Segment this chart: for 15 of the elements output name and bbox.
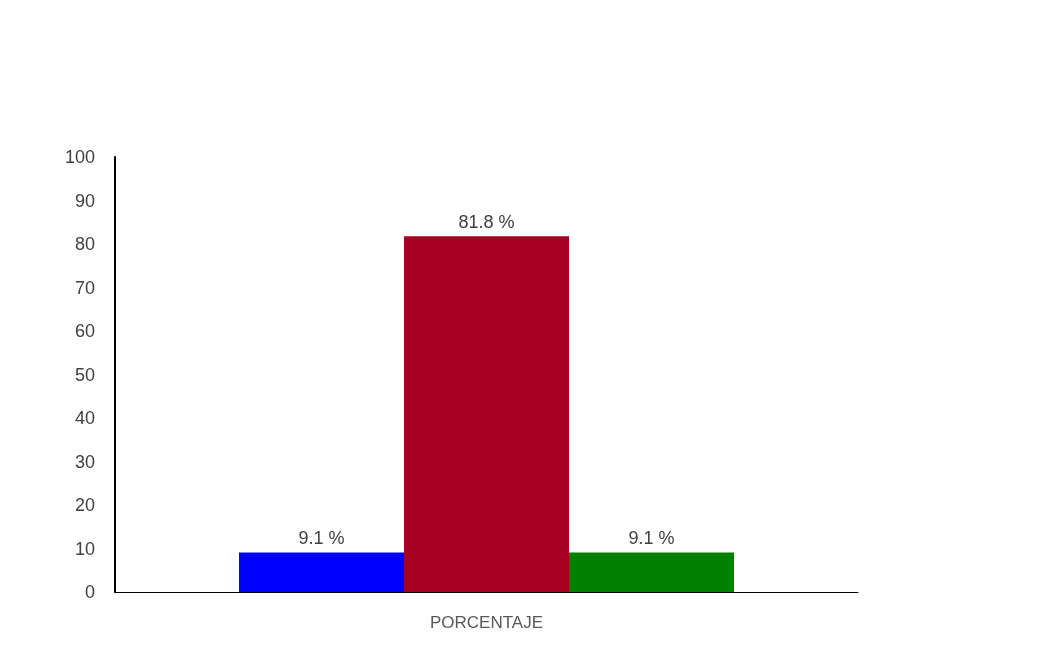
y-tick-label: 60 — [74, 321, 95, 341]
y-tick-label: 90 — [74, 190, 95, 211]
x-tick-label: PORCENTAJE — [429, 613, 544, 632]
y-tick-label: 50 — [74, 364, 95, 385]
y-tick-label: 100 — [64, 147, 95, 167]
y-tick-label: 20 — [74, 495, 95, 515]
data-label: 9.1 % — [628, 528, 675, 549]
y-tick-label: 10 — [74, 538, 95, 559]
y-tick-label: 70 — [74, 277, 95, 298]
y-tick-label: 40 — [74, 408, 95, 428]
y-tick-label: 0 — [84, 582, 95, 602]
y-tick-label: 80 — [74, 234, 95, 254]
data-label: 9.1 % — [298, 528, 345, 549]
data-label: 81.8 % — [458, 212, 515, 233]
y-tick-label: 30 — [74, 451, 95, 472]
